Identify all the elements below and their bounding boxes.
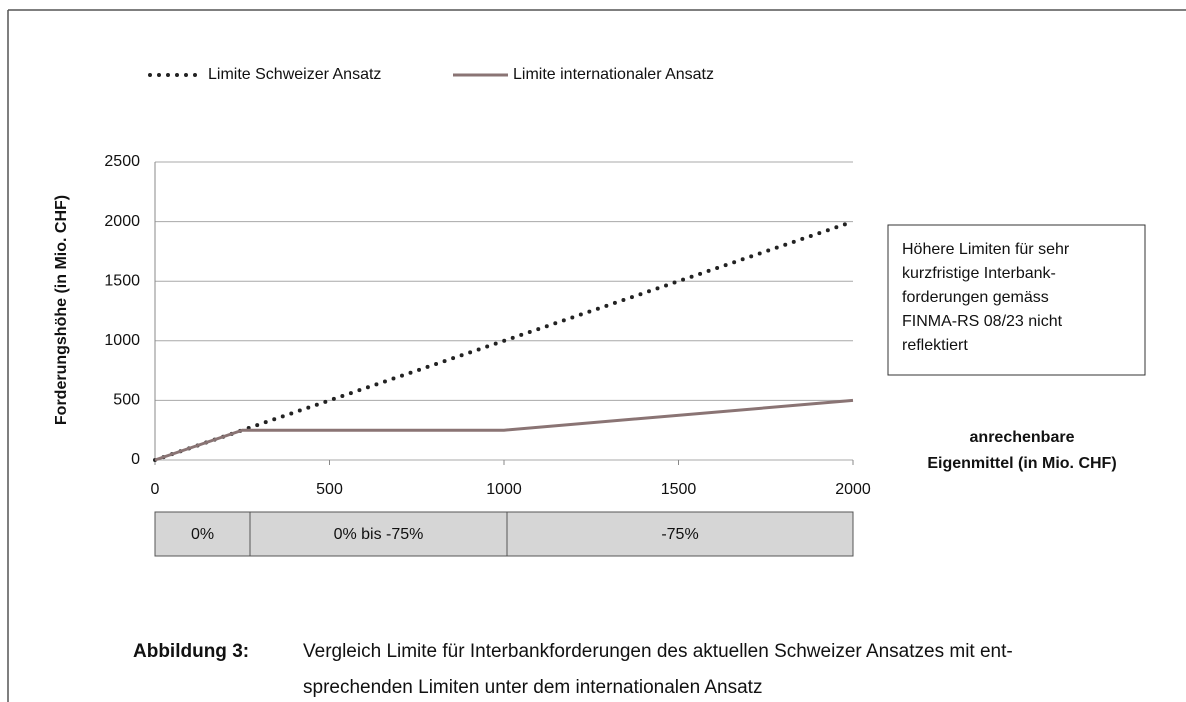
legend-label: Limite internationaler Ansatz: [513, 66, 714, 83]
x-axis-label: anrechenbare: [970, 429, 1075, 446]
band-cell: [506, 511, 854, 557]
x-tick-label: 1000: [486, 481, 522, 498]
annotation-text: kurzfristige Interbank-: [902, 265, 1056, 282]
y-axis-label: Forderungshöhe (in Mio. CHF): [53, 195, 70, 425]
series-line: [154, 398, 854, 462]
annotation-text: forderungen gemäss: [902, 289, 1049, 306]
y-tick-label: 1000: [104, 332, 140, 349]
y-tick-label: 0: [131, 451, 140, 468]
y-tick-label: 500: [113, 392, 140, 409]
x-tick-label: 0: [151, 481, 160, 498]
caption: sprechenden Limiten unter dem internatio…: [303, 677, 762, 698]
annotation-text: Höhere Limiten für sehr: [902, 241, 1070, 258]
band-label: 0% bis -75%: [334, 526, 424, 543]
band-cell: [154, 511, 251, 557]
legend-label: Limite Schweizer Ansatz: [208, 66, 381, 83]
band-label: -75%: [661, 526, 698, 543]
y-tick-label: 2500: [104, 153, 140, 170]
band-label: 0%: [191, 526, 214, 543]
x-tick-label: 500: [316, 481, 343, 498]
caption: Vergleich Limite für Interbankforderunge…: [303, 641, 1013, 662]
annotation-text: reflektiert: [902, 337, 968, 354]
annotation-box: [887, 224, 1146, 376]
x-tick-label: 1500: [661, 481, 697, 498]
annotation-text: FINMA-RS 08/23 nicht: [902, 313, 1063, 330]
caption-label: Abbildung 3:: [133, 641, 249, 662]
y-tick-label: 2000: [104, 213, 140, 230]
band-cell: [249, 511, 508, 557]
x-tick-label: 2000: [835, 481, 871, 498]
y-tick-label: 1500: [104, 272, 140, 289]
x-axis-label: Eigenmittel (in Mio. CHF): [927, 455, 1116, 472]
